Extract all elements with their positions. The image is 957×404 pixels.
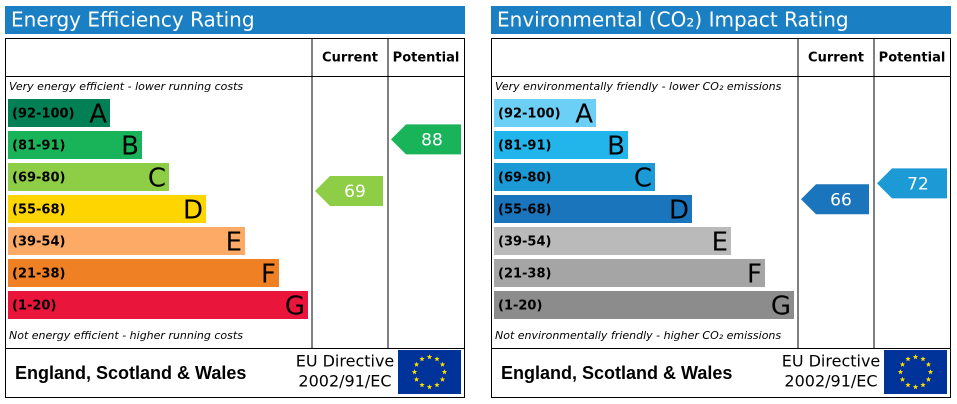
eu-star xyxy=(920,382,926,388)
band-letter: C xyxy=(148,164,166,194)
rating-value: 69 xyxy=(344,182,366,202)
footer-region: England, Scotland & Wales xyxy=(501,363,732,383)
rating-panel: Energy Efficiency Rating Current Potential… xyxy=(5,6,465,398)
panel-title: Energy Efficiency Rating xyxy=(11,8,255,32)
band-letter: F xyxy=(261,260,276,290)
band-letter: E xyxy=(226,228,242,258)
band-bar xyxy=(8,99,110,127)
bottom-note: Not energy efficient - higher running co… xyxy=(9,329,243,342)
title-bar xyxy=(491,6,951,34)
footer-directive: EU Directive xyxy=(296,352,395,371)
band-letter: A xyxy=(89,100,107,130)
column-header: Potential xyxy=(393,51,460,66)
rating-arrow xyxy=(801,184,869,215)
band-range: (92-100) xyxy=(12,107,75,122)
eu-star xyxy=(920,356,926,362)
band-bar xyxy=(494,163,655,191)
band-range: (1-20) xyxy=(12,299,56,314)
band-bar xyxy=(494,227,731,255)
footer-directive: EU Directive xyxy=(782,352,881,371)
band-letter: A xyxy=(575,100,593,130)
band-bar xyxy=(494,259,765,287)
band-letter: E xyxy=(712,228,728,258)
eu-star xyxy=(411,369,418,375)
band-letter: B xyxy=(121,132,139,162)
band-bar xyxy=(494,195,692,223)
eu-star xyxy=(927,369,934,375)
top-note: Very environmentally friendly - lower CO… xyxy=(495,80,782,93)
rating-arrow xyxy=(315,176,383,206)
eu-star xyxy=(899,376,906,382)
band-bar xyxy=(494,99,596,127)
band-bar xyxy=(8,227,245,255)
eu-star xyxy=(912,354,919,360)
eu-star xyxy=(439,376,446,382)
eu-star xyxy=(925,361,932,367)
eu-star xyxy=(925,376,932,382)
eu-star xyxy=(897,369,904,375)
band-range: (21-38) xyxy=(498,267,551,282)
panel-title: Environmental (CO₂) Impact Rating xyxy=(497,8,849,32)
eu-star xyxy=(419,356,425,362)
band-bar xyxy=(8,163,169,191)
band-range: (21-38) xyxy=(12,267,65,282)
eu-star xyxy=(434,382,440,388)
eu-star xyxy=(899,361,906,367)
rating-value: 66 xyxy=(830,190,852,210)
band-letter: G xyxy=(771,292,791,322)
band-bar xyxy=(494,131,628,159)
band-letter: B xyxy=(607,132,625,162)
band-range: (55-68) xyxy=(12,203,65,218)
column-header: Current xyxy=(808,51,864,66)
band-letter: D xyxy=(183,196,203,226)
footer-directive: 2002/91/EC xyxy=(298,372,391,391)
band-bar xyxy=(8,131,142,159)
rating-arrow xyxy=(391,124,461,155)
band-range: (69-80) xyxy=(498,171,551,186)
band-range: (39-54) xyxy=(498,235,551,250)
eu-star xyxy=(905,382,911,388)
band-letter: D xyxy=(669,196,689,226)
title-bar xyxy=(5,6,465,34)
eu-star xyxy=(441,369,448,375)
eu-star xyxy=(419,382,425,388)
panel-frame xyxy=(5,38,465,398)
band-range: (39-54) xyxy=(12,235,65,250)
rating-panel: Environmental (CO₂) Impact Rating Current… xyxy=(491,6,951,398)
eu-star xyxy=(426,354,433,360)
eu-star xyxy=(439,361,446,367)
column-header: Current xyxy=(322,51,378,66)
bottom-note: Not environmentally friendly - higher CO… xyxy=(495,329,781,342)
band-range: (81-91) xyxy=(498,139,551,154)
eu-star xyxy=(413,376,420,382)
rating-arrow xyxy=(877,168,947,199)
band-letter: G xyxy=(285,292,305,322)
band-letter: C xyxy=(634,164,652,194)
footer-directive: 2002/91/EC xyxy=(784,372,877,391)
band-bar xyxy=(8,195,206,223)
band-bar xyxy=(8,259,279,287)
band-bar xyxy=(8,291,308,319)
band-range: (92-100) xyxy=(498,107,561,122)
band-range: (55-68) xyxy=(498,203,551,218)
eu-star xyxy=(413,361,420,367)
eu-star xyxy=(434,356,440,362)
band-bar xyxy=(494,291,794,319)
top-note: Very energy efficient - lower running co… xyxy=(9,80,243,93)
band-letter: F xyxy=(747,260,762,290)
footer-region: England, Scotland & Wales xyxy=(15,363,246,383)
rating-value: 72 xyxy=(907,174,929,194)
eu-star xyxy=(905,356,911,362)
band-range: (1-20) xyxy=(498,299,542,314)
band-range: (69-80) xyxy=(12,171,65,186)
eu-star xyxy=(912,384,919,390)
panel-frame xyxy=(491,38,951,398)
band-range: (81-91) xyxy=(12,139,65,154)
column-header: Potential xyxy=(879,51,946,66)
eu-star xyxy=(426,384,433,390)
rating-value: 88 xyxy=(421,130,443,150)
